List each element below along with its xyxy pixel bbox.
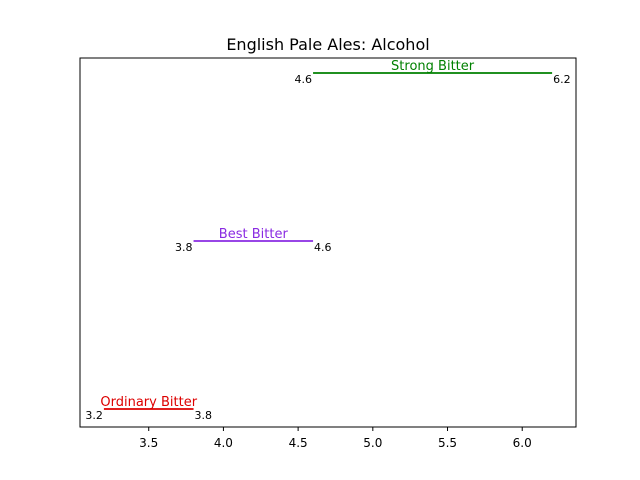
range-min-label: 3.2 — [85, 409, 103, 422]
range-max-label: 3.8 — [195, 409, 213, 422]
range-name-label: Best Bitter — [219, 227, 289, 242]
plot-area — [79, 57, 577, 428]
range-min-label: 4.6 — [295, 73, 313, 86]
x-tick-label: 3.5 — [139, 436, 158, 450]
range-min-label: 3.8 — [175, 241, 193, 254]
range-name-label: Strong Bitter — [391, 59, 475, 74]
x-tick-label: 4.5 — [289, 436, 308, 450]
x-tick-label: 6.0 — [513, 436, 532, 450]
range-max-label: 4.6 — [314, 241, 332, 254]
x-tick-label: 5.5 — [438, 436, 457, 450]
chart-title: English Pale Ales: Alcohol — [226, 35, 429, 54]
range-max-label: 6.2 — [553, 73, 571, 86]
x-tick-label: 4.0 — [214, 436, 233, 450]
x-tick-label: 5.0 — [363, 436, 382, 450]
range-name-label: Ordinary Bitter — [100, 395, 197, 410]
x-axis: 3.5 4.0 4.5 5.0 5.5 6.0 — [139, 427, 532, 450]
